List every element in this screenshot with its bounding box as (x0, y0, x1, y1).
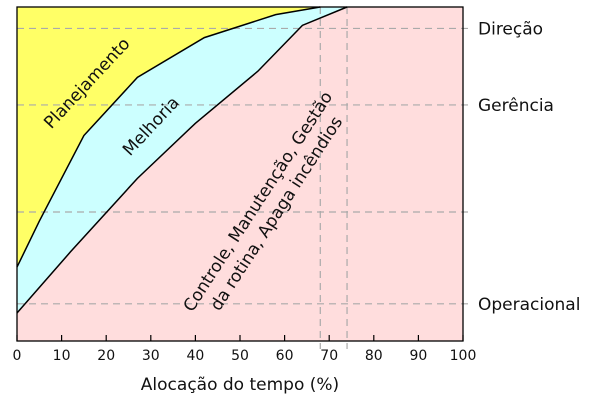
level-label-1: Gerência (478, 96, 554, 116)
x-tick-label-80: 80 (365, 348, 383, 364)
x-tick-label-60: 60 (276, 348, 294, 364)
level-label-0: Direção (478, 19, 543, 39)
level-labels: Direção Gerência Operacional (478, 19, 580, 314)
x-axis-ticks: 0 10 20 30 40 50 60 70 80 90 100 (13, 335, 477, 364)
x-tick-label-50: 50 (231, 348, 249, 364)
x-tick-label-0: 0 (13, 348, 22, 364)
x-tick-label-100: 100 (450, 348, 477, 364)
chart-regions (17, 7, 463, 341)
x-tick-label-70: 70 (320, 348, 338, 364)
region-melhoria (17, 7, 463, 341)
level-label-3: Operacional (478, 295, 580, 315)
x-tick-label-30: 30 (142, 348, 160, 364)
chart-boundaries (16, 6, 348, 314)
x-tick-label-40: 40 (186, 348, 204, 364)
x-tick-label-20: 20 (97, 348, 115, 364)
x-tick-label-90: 90 (409, 348, 427, 364)
boundary-planejamento-melhoria (16, 6, 321, 268)
x-axis-title: Alocação do tempo (%) (141, 375, 339, 395)
region-planejamento (17, 7, 321, 268)
boundary-melhoria-rotina (16, 6, 348, 314)
x-tick-label-10: 10 (53, 348, 71, 364)
chart-gridlines (17, 7, 473, 349)
